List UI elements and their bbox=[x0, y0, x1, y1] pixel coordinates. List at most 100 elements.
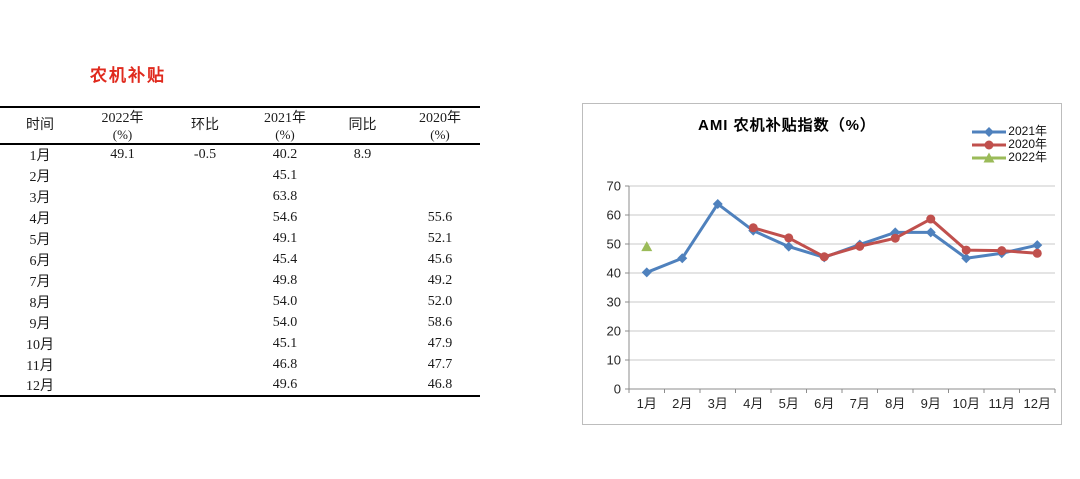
x-axis-label: 1月 bbox=[637, 396, 657, 411]
table-cell bbox=[325, 207, 400, 228]
table-header-cell: 同比 bbox=[348, 118, 377, 133]
data-point-marker bbox=[748, 223, 758, 233]
table-cell bbox=[325, 354, 400, 375]
legend-marker-icon bbox=[972, 152, 1007, 162]
data-point-marker bbox=[997, 246, 1007, 256]
table-cell bbox=[325, 291, 400, 312]
line-chart: 0 10 20 30 40 50 60 70 1月 2月 3月 4月 5月 6月 7月 8月 9月 10月 11月 1… bbox=[607, 179, 1056, 411]
table-cell: 49.2 bbox=[427, 272, 453, 288]
table-cell bbox=[165, 228, 245, 249]
table-row: 3月 63.8 bbox=[0, 186, 480, 207]
legend-label: 2021年 bbox=[1008, 124, 1047, 138]
table-cell bbox=[400, 144, 480, 165]
chart-panel: AMI 农机补贴指数（%） 0 10 20 30 40 50 60 70 1月 2月 3月 4月 5月 6… bbox=[582, 103, 1062, 425]
table-cell: 52.1 bbox=[427, 230, 453, 246]
data-point-marker bbox=[926, 214, 936, 224]
table-cell bbox=[325, 333, 400, 354]
table-header-cell: 环比 bbox=[191, 118, 219, 133]
table-cell bbox=[400, 186, 480, 207]
table-cell bbox=[165, 270, 245, 291]
table-cell: -0.5 bbox=[193, 147, 217, 162]
table-cell: 40.2 bbox=[272, 147, 298, 162]
data-point-marker bbox=[712, 198, 723, 209]
section-title: 农机补贴 bbox=[90, 66, 166, 85]
table-cell bbox=[165, 375, 245, 396]
table-cell bbox=[325, 165, 400, 186]
table-cell: 49.1 bbox=[110, 147, 135, 162]
data-point-marker bbox=[677, 253, 688, 264]
x-axis-label: 11月 bbox=[989, 396, 1016, 411]
y-axis-label: 40 bbox=[607, 266, 621, 281]
table-cell: 45.4 bbox=[272, 251, 298, 267]
data-point-marker bbox=[819, 252, 829, 262]
series-line bbox=[645, 202, 1039, 274]
table-header-cell: 2022年 (%) bbox=[101, 110, 144, 142]
table-row: 10月 45.1 47.9 bbox=[0, 333, 480, 354]
table-cell: 8月 bbox=[29, 295, 51, 311]
data-point-marker bbox=[783, 241, 794, 252]
table-row: 11月 46.8 47.7 bbox=[0, 354, 480, 375]
table-header-cell: 时间 bbox=[26, 118, 54, 133]
x-axis-label: 5月 bbox=[779, 396, 799, 411]
table-cell: 5月 bbox=[29, 232, 51, 248]
x-axis-label: 8月 bbox=[885, 396, 905, 411]
table-row: 5月 49.1 52.1 bbox=[0, 228, 480, 249]
table-header-cell: 2020年 (%) bbox=[419, 110, 461, 142]
y-axis-label: 70 bbox=[607, 179, 621, 194]
table-cell bbox=[400, 165, 480, 186]
table-cell bbox=[165, 186, 245, 207]
table-cell bbox=[165, 312, 245, 333]
table-cell bbox=[80, 375, 165, 396]
table-cell: 45.1 bbox=[272, 167, 298, 183]
table-cell bbox=[325, 249, 400, 270]
data-point-marker bbox=[855, 241, 865, 251]
legend-item: 2020年 bbox=[970, 138, 1047, 151]
table-cell: 4月 bbox=[29, 211, 51, 227]
table-row: 7月 49.8 49.2 bbox=[0, 270, 480, 291]
table-cell bbox=[80, 270, 165, 291]
data-point-marker bbox=[641, 241, 653, 252]
table-cell bbox=[80, 186, 165, 207]
table-cell bbox=[80, 291, 165, 312]
legend-marker-icon bbox=[972, 140, 1007, 149]
table-cell: 8.9 bbox=[353, 147, 372, 162]
table-cell: 55.6 bbox=[427, 209, 453, 225]
table-cell: 46.8 bbox=[272, 356, 298, 372]
y-axis-label: 50 bbox=[607, 237, 621, 252]
table-cell: 52.0 bbox=[427, 293, 453, 309]
table-cell bbox=[80, 249, 165, 270]
y-axis-label: 0 bbox=[614, 382, 621, 397]
data-point-marker bbox=[1032, 248, 1042, 258]
table-cell: 10月 bbox=[26, 337, 54, 353]
table-cell: 47.9 bbox=[427, 335, 453, 351]
x-axis-label: 7月 bbox=[850, 396, 870, 411]
table-cell: 54.0 bbox=[272, 314, 298, 330]
table-row: 4月 54.6 55.6 bbox=[0, 207, 480, 228]
x-axis-label: 4月 bbox=[743, 396, 763, 411]
table-cell: 3月 bbox=[29, 190, 51, 206]
legend-marker-icon bbox=[984, 140, 994, 149]
table-row: 2月 45.1 bbox=[0, 165, 480, 186]
table-cell bbox=[80, 165, 165, 186]
table-cell: 49.1 bbox=[272, 230, 298, 246]
x-axis-label: 10月 bbox=[953, 396, 980, 411]
table-cell: 49.8 bbox=[272, 272, 298, 288]
table-cell: 46.8 bbox=[427, 377, 453, 392]
x-axis-label: 9月 bbox=[921, 396, 941, 411]
data-point-marker bbox=[784, 233, 794, 243]
table-cell: 1月 bbox=[29, 149, 51, 164]
table-cell bbox=[165, 207, 245, 228]
table-cell: 45.6 bbox=[427, 251, 453, 267]
table-row: 12月 49.6 46.8 bbox=[0, 375, 480, 396]
table-cell: 58.6 bbox=[427, 314, 453, 330]
table-row: 1月 49.1 -0.5 40.2 8.9 bbox=[0, 144, 480, 165]
table-cell bbox=[80, 354, 165, 375]
legend-label: 2020年 bbox=[1008, 137, 1047, 151]
table-cell bbox=[80, 333, 165, 354]
table-cell bbox=[165, 165, 245, 186]
table-cell: 2月 bbox=[29, 169, 51, 185]
legend-item: 2021年 bbox=[970, 125, 1047, 138]
table-cell bbox=[165, 333, 245, 354]
legend-label: 2022年 bbox=[1008, 150, 1047, 164]
